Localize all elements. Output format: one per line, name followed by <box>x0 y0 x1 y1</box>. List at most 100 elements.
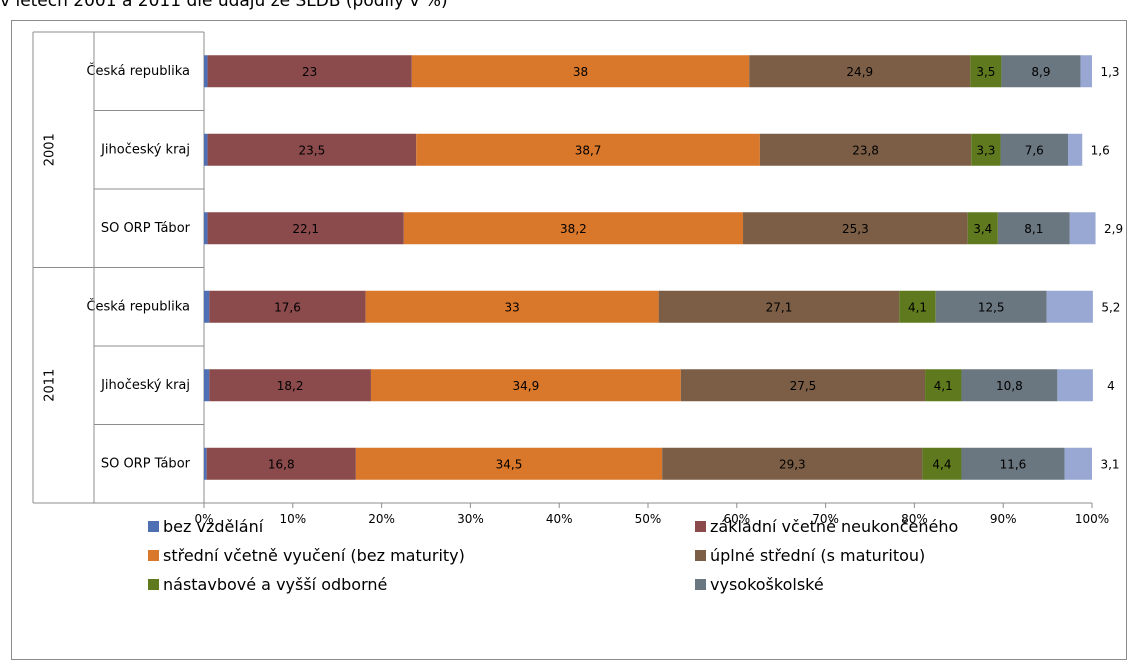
data-label: 3,5 <box>976 65 995 79</box>
x-tick-label: 80% <box>901 512 928 526</box>
x-tick-label: 60% <box>723 512 750 526</box>
bar-segment <box>658 290 900 323</box>
x-tick-label: 20% <box>368 512 395 526</box>
row-label: SO ORP Tábor <box>101 456 191 471</box>
data-label: 3,1 <box>1100 457 1119 471</box>
data-label: 16,8 <box>268 457 295 471</box>
data-label: 23 <box>302 65 317 79</box>
legend-swatch <box>148 550 159 561</box>
bar-segment <box>365 290 659 323</box>
data-label: 22,1 <box>292 222 319 236</box>
data-label: 2,9 <box>1104 222 1123 236</box>
bar-segment <box>1069 212 1096 245</box>
data-label: 38,2 <box>560 222 587 236</box>
x-tick-label: 10% <box>279 512 306 526</box>
bar-segment <box>749 55 971 88</box>
bar-segment <box>925 369 962 402</box>
x-tick-label: 90% <box>990 512 1017 526</box>
legend-swatch <box>695 579 706 590</box>
bar-segment <box>206 447 356 480</box>
bar-segment <box>971 133 1001 166</box>
bar-segment <box>207 55 412 88</box>
data-label: 29,3 <box>779 457 806 471</box>
bar-segment <box>204 55 208 88</box>
row-label: Česká republika <box>86 63 190 79</box>
data-label: 4,1 <box>908 300 927 314</box>
bar-segment <box>416 133 760 166</box>
legend-label: nástavbové a vyšší odborné <box>163 575 388 594</box>
data-label: 12,5 <box>978 300 1005 314</box>
bar-segment <box>967 212 998 245</box>
bar-segment <box>1000 133 1069 166</box>
row-label: Jihočeský kraj <box>100 378 190 393</box>
bar-segment <box>935 290 1047 323</box>
bar-segment <box>207 212 404 245</box>
data-label: 4,4 <box>932 457 951 471</box>
data-label: 1,3 <box>1100 65 1119 79</box>
legend-swatch <box>695 550 706 561</box>
row-label: SO ORP Tábor <box>101 221 191 236</box>
group-label: 2001 <box>43 133 58 166</box>
bar-segment <box>207 133 417 166</box>
bar-segment <box>922 447 962 480</box>
bar-segment <box>204 212 208 245</box>
x-tick-label: 40% <box>546 512 573 526</box>
legend-swatch <box>148 521 159 532</box>
bar-segment <box>204 447 207 480</box>
legend-label: střední včetně vyučení (bez maturity) <box>163 546 465 565</box>
x-tick-label: 100% <box>1075 512 1109 526</box>
legend-item: střední včetně vyučení (bez maturity) <box>148 546 465 565</box>
data-label: 38 <box>573 65 588 79</box>
data-label: 33 <box>504 300 519 314</box>
bar-segment <box>662 447 923 480</box>
data-label: 23,8 <box>852 143 879 157</box>
legend-label: bez vzdělání <box>163 517 264 536</box>
legend-item: bez vzdělání <box>148 517 263 536</box>
bar-segment <box>204 133 208 166</box>
row-label: Jihočeský kraj <box>100 142 190 157</box>
bar-segment <box>680 369 926 402</box>
row-label: Česká republika <box>86 298 190 314</box>
bar-segment <box>1046 290 1093 323</box>
data-label: 1,6 <box>1091 143 1110 157</box>
legend-label: vysokoškolské <box>710 575 824 594</box>
bar-segment <box>204 290 210 323</box>
data-label: 18,2 <box>277 379 304 393</box>
x-tick-label: 30% <box>457 512 484 526</box>
legend-swatch <box>148 579 159 590</box>
bar-segment <box>411 55 750 88</box>
bar-segment <box>743 212 968 245</box>
bar-segment <box>997 212 1070 245</box>
bar-segment <box>355 447 663 480</box>
bar-segment <box>1057 369 1093 402</box>
data-label: 23,5 <box>299 143 326 157</box>
bar-segment <box>1080 55 1092 88</box>
data-label: 10,8 <box>996 379 1023 393</box>
data-label: 11,6 <box>1000 457 1027 471</box>
bar-segment <box>370 369 681 402</box>
bar-segment <box>1064 447 1092 480</box>
data-label: 27,1 <box>766 300 793 314</box>
data-label: 34,5 <box>496 457 523 471</box>
data-label: 38,7 <box>575 143 602 157</box>
data-label: 24,9 <box>846 65 873 79</box>
chart-frame <box>11 20 1127 660</box>
x-tick-label: 70% <box>812 512 839 526</box>
legend-swatch <box>695 521 706 532</box>
legend-item: vysokoškolské <box>695 575 824 594</box>
data-label: 27,5 <box>790 379 817 393</box>
legend-label: základní včetně neukončeného <box>710 517 959 536</box>
bar-segment <box>209 369 371 402</box>
bar-segment <box>1001 55 1081 88</box>
data-label: 34,9 <box>513 379 540 393</box>
bar-segment <box>204 369 210 402</box>
chart-caption: v letech 2001 a 2011 dle údajů ze SLDB (… <box>0 0 448 11</box>
data-label: 5,2 <box>1101 300 1120 314</box>
bar-segment <box>961 447 1065 480</box>
bar-segment <box>970 55 1002 88</box>
data-label: 3,3 <box>976 143 995 157</box>
legend-label: úplné střední (s maturitou) <box>710 546 926 565</box>
legend-item: úplné střední (s maturitou) <box>695 546 925 565</box>
x-tick-label: 50% <box>635 512 662 526</box>
bar-segment <box>1068 133 1083 166</box>
